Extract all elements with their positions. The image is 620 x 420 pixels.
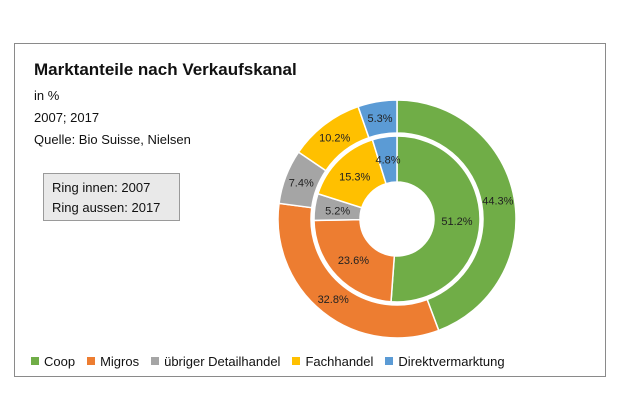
data-label-2007-4: 4.8% (375, 155, 400, 167)
chart-frame: Marktanteile nach Verkaufskanal in % 200… (14, 43, 606, 377)
slice-2007-4 (371, 135, 398, 185)
data-label-2017-3: 10.2% (319, 133, 350, 145)
legend-label: Coop (44, 353, 76, 369)
donut-chart: 51.2% 23.6% 5.2% 15.3% 4.8% 44.3% 32.8% 7.4% 10.… (277, 99, 517, 339)
legend-swatch (87, 357, 96, 365)
ring-note-outer: Ring aussen: 2017 (52, 200, 161, 215)
slice-2007-0 (390, 135, 481, 303)
legend-swatch (151, 357, 160, 365)
data-label-2017-0: 44.3% (482, 196, 513, 208)
chart-years: 2007; 2017 (34, 110, 100, 125)
data-label-2007-0: 51.2% (441, 216, 472, 228)
chart-source: Quelle: Bio Suisse, Nielsen (34, 132, 191, 147)
slice-2017-0 (396, 99, 517, 332)
legend-item: Fachhandel (292, 354, 373, 369)
slice-2017-4 (357, 99, 398, 139)
legend-item: Direktvermarktung (385, 353, 505, 369)
ring-note-box: Ring innen: 2007 Ring aussen: 2017 (43, 173, 180, 221)
chart-unit: in % (34, 88, 60, 103)
data-label-2017-4: 5.3% (367, 113, 392, 125)
ring-note-inner: Ring innen: 2007 (52, 180, 151, 195)
chart-title: Marktanteile nach Verkaufskanal (34, 60, 297, 79)
data-label-2017-1: 32.8% (318, 294, 349, 306)
legend-label: übriger Detailhandel (164, 353, 281, 369)
legend-label: Direktvermarktung (398, 353, 505, 369)
slice-2007-1 (313, 218, 396, 303)
legend-item: übriger Detailhandel (151, 354, 280, 369)
legend-swatch (292, 357, 301, 365)
legend-item: Coop (31, 354, 75, 369)
chart-legend: Coop Migros übriger Detailhandel Fachhandel… (31, 351, 517, 371)
data-label-2007-2: 5.2% (325, 205, 350, 217)
legend-item: Migros (87, 354, 139, 369)
legend-label: Migros (100, 353, 140, 369)
data-label-2017-2: 7.4% (289, 177, 314, 189)
data-label-2007-1: 23.6% (338, 255, 369, 267)
legend-label: Fachhandel (305, 353, 374, 369)
legend-swatch (385, 357, 394, 365)
data-label-2007-3: 15.3% (339, 171, 370, 183)
legend-swatch (31, 357, 39, 365)
